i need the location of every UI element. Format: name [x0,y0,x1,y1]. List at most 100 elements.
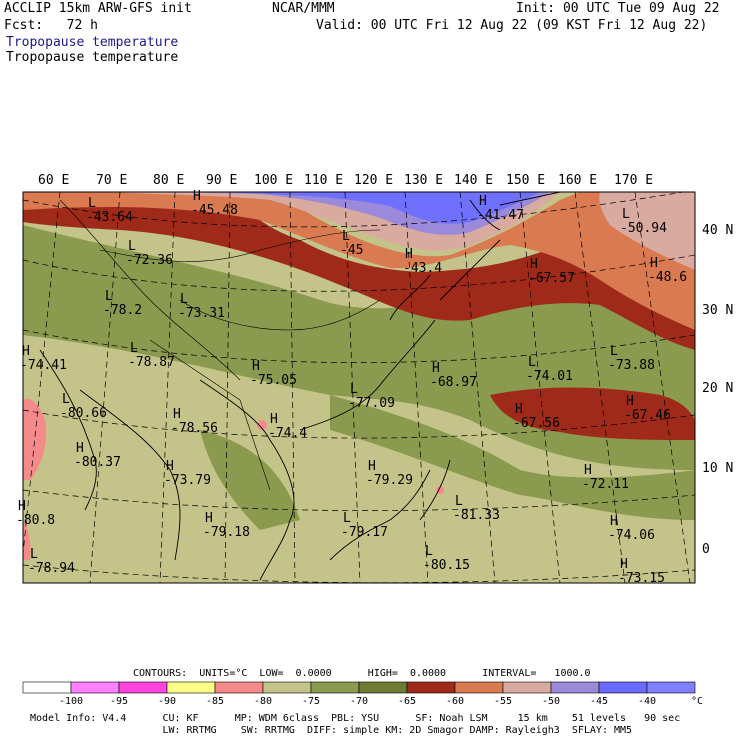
coastlines [39,192,561,581]
pressure-center-type: L [622,207,630,222]
latitude-label: 30 N [702,303,733,318]
latitude-labels: 40 N 30 N 20 N 10 N 0 [702,223,733,557]
colorbar-tick: -95 [110,696,128,707]
pressure-center-value: -80.8 [16,513,55,528]
pressure-center-type: H [405,247,413,262]
pressure-center-type: L [30,547,38,562]
pressure-center-type: H [270,412,278,427]
colorbar-swatch [118,681,168,694]
pressure-center-type: H [620,557,628,572]
pressure-center-type: L [528,355,536,370]
colorbar-swatch [550,681,600,694]
pressure-center-type: H [584,463,592,478]
pressure-center-type: L [180,292,188,307]
contours-info: CONTOURS: UNITS=°C LOW= 0.0000 HIGH= 0.0… [133,668,591,679]
pressure-center-type: H [22,344,30,359]
pressure-center-value: -67.57 [528,271,575,286]
pressure-center-type: H [166,459,174,474]
longitude-label: 70 E [96,173,127,188]
longitude-label: 130 E [404,173,443,188]
colorbar-swatch [646,681,696,694]
model-info-line2: LW: RRTMG SW: RRTMG DIFF: simple KM: 2D … [30,725,633,736]
pressure-center-type: H [18,499,26,514]
colorbar-tick: -55 [494,696,512,707]
longitude-label: 120 E [354,173,393,188]
colorbar-swatch [454,681,504,694]
longitude-label: 80 E [153,173,184,188]
pressure-center-type: L [610,344,618,359]
pressure-center-value: -72.11 [582,477,629,492]
pressure-center-value: -72.36 [126,253,173,268]
pressure-center-type: L [88,196,96,211]
pressure-center-value: -79.29 [366,473,413,488]
pressure-center-type: H [530,257,538,272]
high-low-labels: L-43.64H-45.48H-41.47 L-50.94L-72.36L-45 H… [16,189,687,586]
colorbar-tick: -90 [158,696,176,707]
pressure-center-type: L [455,494,463,509]
valid-time: Valid: 00 UTC Fri 12 Aug 22 (09 KST Fri … [316,18,708,33]
pressure-center-value: -78.87 [128,355,175,370]
borders [59,199,381,491]
pressure-center-value: -77.09 [348,396,395,411]
colorbar-units: °C [691,696,703,707]
colorbar-swatch [70,681,120,694]
pressure-center-type: L [342,229,350,244]
org-label: NCAR/MMM [272,1,335,16]
colorbar-tick: -70 [350,696,368,707]
colorbar-swatch [214,681,264,694]
longitude-label: 170 E [614,173,653,188]
pressure-center-type: L [105,289,113,304]
pressure-center-type: H [368,459,376,474]
latitude-label: 0 [702,542,710,557]
longitude-label: 110 E [304,173,343,188]
pressure-center-type: L [128,239,136,254]
latitude-label: 20 N [702,381,733,396]
pressure-center-type: L [343,511,351,526]
colorbar-tick: -75 [302,696,320,707]
longitude-label: 90 E [206,173,237,188]
pressure-center-type: H [252,359,260,374]
field-title-colored: Tropopause temperature [6,35,179,50]
pressure-center-value: -73.31 [178,306,225,321]
colorbar-swatch [358,681,408,694]
longitude-labels: 60 E 70 E 80 E 90 E 100 E 110 E 120 E 130 E 140 … [38,173,653,188]
colorbar-tick: -60 [446,696,464,707]
pressure-center-value: -79.18 [203,525,250,540]
pressure-center-type: H [650,256,658,271]
pressure-center-value: -79.17 [341,525,388,540]
pressure-center-value: -74.01 [526,369,573,384]
pressure-center-value: -45 [340,243,363,258]
colorbar-swatch [598,681,648,694]
longitude-label: 60 E [38,173,69,188]
colorbar-swatch [262,681,312,694]
pressure-center-type: L [130,341,138,356]
pressure-center-type: H [193,189,201,204]
colorbar: -100 -95 -90 -85 -80 -75 -70 -65 -60 -55 -50 -45 -40… [22,681,703,707]
model-title: ACCLIP 15km ARW-GFS init [4,1,192,16]
pressure-center-value: -73.88 [608,358,655,373]
pressure-center-type: H [515,402,523,417]
colorbar-swatch [502,681,552,694]
colorbar-swatch [22,681,72,694]
pressure-center-value: -45.48 [191,203,238,218]
pressure-center-type: L [350,382,358,397]
pressure-center-value: -78.94 [28,561,75,576]
colorbar-swatch [406,681,456,694]
pressure-center-type: L [425,544,433,559]
pressure-center-value: -67.56 [513,416,560,431]
model-info-line1: Model Info: V4.4 CU: KF MP: WDM 6class P… [30,713,681,724]
lat-lon-grid [23,192,695,583]
colorbar-tick: -40 [638,696,656,707]
pressure-center-type: H [205,511,213,526]
latitude-label: 40 N [702,223,733,238]
pressure-center-value: -81.33 [453,508,500,523]
map-frame [22,191,696,584]
pressure-center-value: -67.46 [624,408,671,423]
colorbar-swatch [166,681,216,694]
forecast-hour: Fcst: 72 h [4,18,98,33]
pressure-center-value: -78.56 [171,421,218,436]
pressure-center-value: -74.41 [20,358,67,373]
pressure-center-value: -78.2 [103,303,142,318]
pressure-center-value: -41.47 [477,208,524,223]
